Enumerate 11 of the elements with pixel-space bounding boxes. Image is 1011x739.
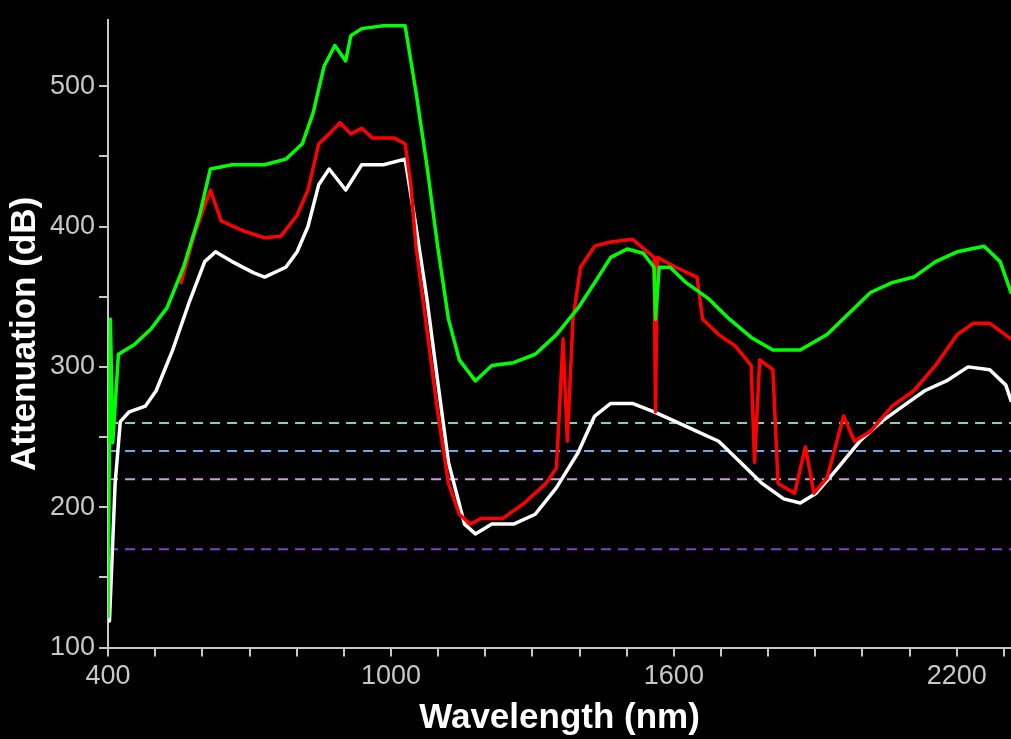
y-tick-label: 100: [49, 631, 96, 662]
x-tick-label: 2200: [926, 660, 987, 691]
y-tick-label: 200: [49, 490, 96, 521]
y-tick-label: 500: [49, 69, 96, 100]
y-tick-label: 300: [49, 350, 96, 381]
x-tick-label: 1000: [360, 660, 421, 691]
y-axis-title: Attenuation (dB): [2, 196, 42, 471]
y-tick-label: 400: [49, 209, 96, 240]
x-axis-title: Wavelength (nm): [419, 695, 700, 735]
x-tick-label: 1600: [643, 660, 704, 691]
x-tick-label: 400: [85, 660, 131, 691]
